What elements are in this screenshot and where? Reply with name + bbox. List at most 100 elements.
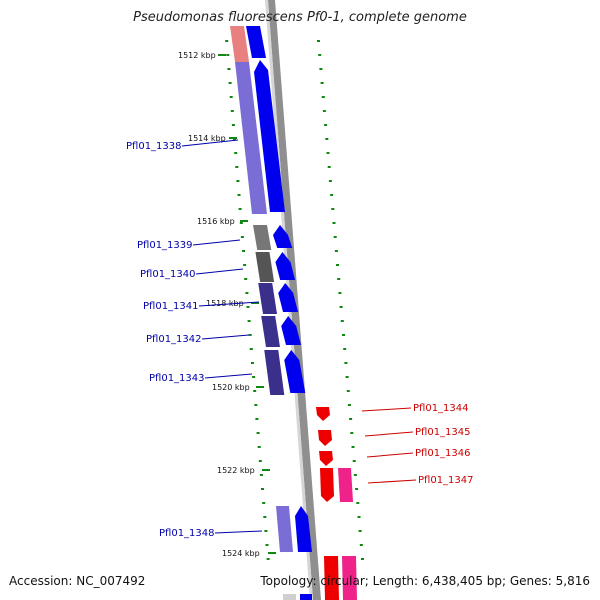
gene-arrow[interactable] <box>281 316 301 345</box>
gene-label-leader <box>214 530 263 534</box>
scale-tick-label: 1514 kbp <box>188 134 226 143</box>
scale-dot <box>257 446 261 448</box>
gene-arrow[interactable] <box>300 594 312 600</box>
scale-dot <box>225 40 229 42</box>
scale-dot <box>331 208 335 210</box>
scale-dot <box>359 544 363 546</box>
scale-dot <box>255 418 259 420</box>
scale-dot <box>237 194 241 196</box>
scale-tick-label: 1518 kbp <box>206 299 244 308</box>
reverse-cds-block[interactable] <box>342 556 357 600</box>
scale-dot <box>243 264 247 266</box>
gene-label-pfl01-1338[interactable]: Pfl01_1338 <box>126 141 182 152</box>
scale-dot <box>226 54 230 56</box>
scale-dot <box>356 502 360 504</box>
cds-block[interactable] <box>255 252 275 282</box>
scale-tick <box>218 54 226 56</box>
scale-dot <box>266 558 270 560</box>
cds-block[interactable] <box>230 26 249 62</box>
cds-block-pfl01-1338[interactable] <box>235 62 267 214</box>
reverse-gene-arrow[interactable] <box>324 556 339 600</box>
gene-arrow-pfl01-1338[interactable] <box>254 60 285 212</box>
genome-summary-label: Topology: circular; Length: 6,438,405 bp… <box>260 574 590 588</box>
scale-dot <box>234 152 238 154</box>
cds-block[interactable] <box>261 316 280 347</box>
gene-arrow[interactable] <box>284 350 306 393</box>
scale-dot <box>227 68 231 70</box>
gene-label-pfl01-1343[interactable]: Pfl01_1343 <box>149 373 205 384</box>
scale-dot <box>230 110 234 112</box>
gene-label-leader <box>361 407 412 412</box>
scale-tick <box>229 137 237 139</box>
scale-dot <box>327 166 331 168</box>
scale-dot <box>244 278 248 280</box>
scale-tick-label: 1520 kbp <box>212 383 250 392</box>
scale-dot <box>347 404 351 406</box>
cds-block[interactable] <box>264 350 285 395</box>
scale-dot <box>242 250 245 252</box>
scale-tick-label: 1524 kbp <box>222 549 260 558</box>
scale-dot <box>342 334 345 336</box>
scale-dot <box>240 236 244 238</box>
reverse-gene-arrow[interactable] <box>318 430 332 446</box>
gene-label-pfl01-1344[interactable]: Pfl01_1344 <box>413 403 469 414</box>
scale-dot <box>238 208 242 210</box>
scale-dot <box>247 320 251 322</box>
scale-dot <box>320 82 324 84</box>
scale-dot <box>355 488 359 490</box>
scale-dot <box>317 40 320 42</box>
scale-dot <box>321 96 325 98</box>
gene-label-pfl01-1345[interactable]: Pfl01_1345 <box>415 427 471 438</box>
gene-arrow-pfl01-1348[interactable] <box>295 506 312 552</box>
scale-dot <box>330 194 334 196</box>
scale-dot <box>352 460 356 462</box>
scale-tick <box>256 386 264 388</box>
cds-block[interactable] <box>253 225 272 250</box>
gene-label-leader <box>192 239 241 246</box>
scale-dot <box>333 236 337 238</box>
reverse-gene-arrow[interactable] <box>316 407 330 421</box>
scale-dot <box>256 432 260 434</box>
cds-block-pfl01-1348[interactable] <box>276 506 293 552</box>
scale-dot <box>343 348 347 350</box>
gene-arrow[interactable] <box>275 252 296 280</box>
scale-dot <box>339 306 343 308</box>
reverse-cds-block-pfl01-1347[interactable] <box>338 468 353 502</box>
scale-tick-label: 1516 kbp <box>197 217 235 226</box>
cds-block[interactable] <box>258 283 278 314</box>
scale-dot <box>338 292 342 294</box>
gene-arrow[interactable] <box>273 225 293 248</box>
gene-arrow[interactable] <box>278 283 299 312</box>
scale-dot <box>246 306 250 308</box>
scale-dot <box>262 502 266 504</box>
scale-dot <box>350 432 354 434</box>
scale-tick <box>251 302 259 304</box>
reverse-gene-arrow[interactable] <box>320 468 334 502</box>
scale-dot <box>235 166 239 168</box>
scale-dot <box>245 292 249 294</box>
scale-dot <box>265 544 269 546</box>
scale-dot <box>336 264 339 266</box>
gene-label-pfl01-1339[interactable]: Pfl01_1339 <box>137 240 193 251</box>
gene-label-leader <box>364 431 414 437</box>
scale-dot <box>228 82 232 84</box>
cds-block[interactable] <box>283 594 296 600</box>
gene-label-pfl01-1342[interactable]: Pfl01_1342 <box>146 334 202 345</box>
gene-label-pfl01-1340[interactable]: Pfl01_1340 <box>140 269 196 280</box>
scale-dot <box>337 278 341 280</box>
gene-label-leader <box>367 479 417 484</box>
scale-dot <box>324 124 328 126</box>
gene-label-pfl01-1346[interactable]: Pfl01_1346 <box>415 448 471 459</box>
scale-tick <box>262 469 270 471</box>
gene-label-leader <box>181 139 239 147</box>
gene-label-pfl01-1341[interactable]: Pfl01_1341 <box>143 301 199 312</box>
gene-label-pfl01-1348[interactable]: Pfl01_1348 <box>159 528 215 539</box>
gene-label-leader <box>366 452 414 458</box>
reverse-gene-arrow[interactable] <box>319 451 333 466</box>
gene-arrow[interactable] <box>246 26 266 58</box>
scale-dot <box>229 96 233 98</box>
gene-label-pfl01-1347[interactable]: Pfl01_1347 <box>418 475 474 486</box>
scale-dot <box>353 474 357 476</box>
